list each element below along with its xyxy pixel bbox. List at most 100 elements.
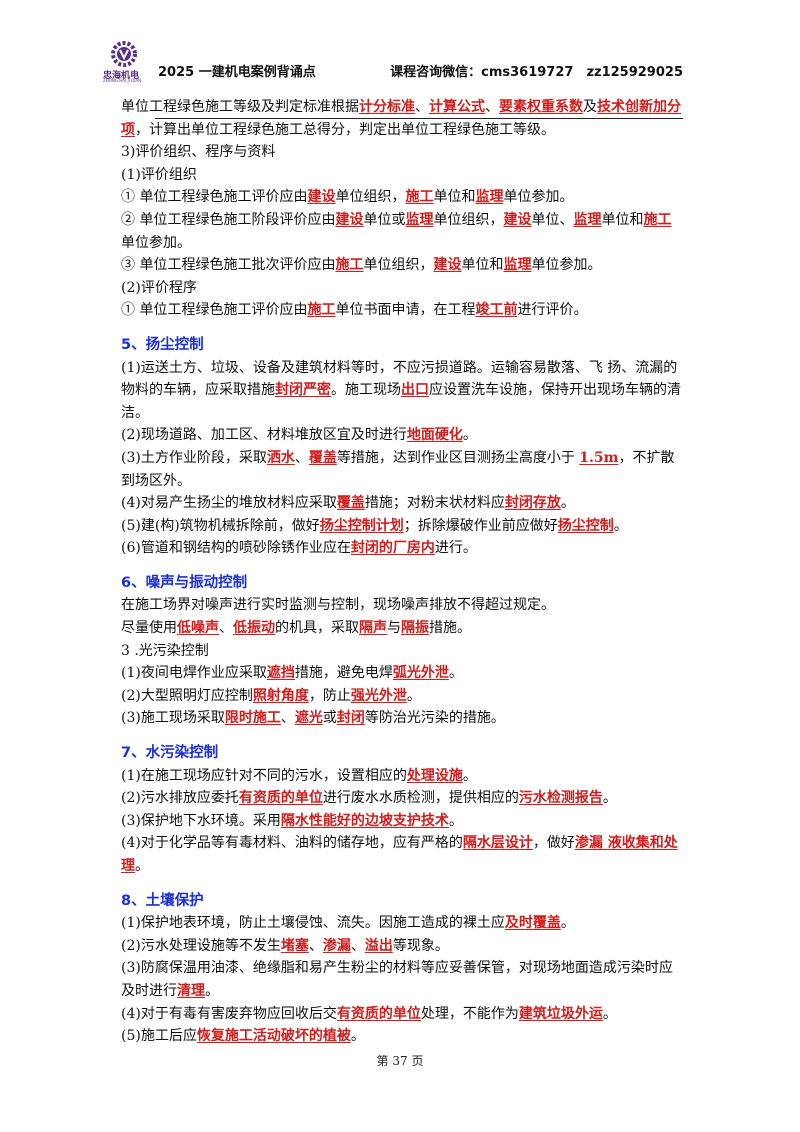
section-heading: 7、水污染控制 [121,742,683,765]
keyword: 覆盖 [308,449,337,466]
text-run: 单位、 [531,211,574,228]
header-divider [155,118,683,119]
logo-subtext: ZHONG HAI JI DIAN [103,78,142,83]
text-run: 单位参加。 [121,234,191,251]
section-heading: 5、扬尘控制 [121,334,683,357]
text-run: 。 [560,915,575,932]
keyword: 监理 [405,211,434,228]
header-contact: 课程咨询微信：cms3619727 zz125929025 [390,65,683,80]
paragraph: 单位工程绿色施工等级及判定标准根据计分标准、计算公式、要素权重系数及技术创新加分… [121,96,683,141]
section-heading: 6、噪声与振动控制 [121,572,683,595]
keyword: 有资质的单位 [336,1005,421,1022]
keyword: 建筑垃圾外运 [518,1005,603,1022]
text-run: 单位和 [601,211,644,228]
text-run: 单位或 [363,211,406,228]
paragraph: 尽量使用低噪声、低振动的机具，采取隔声与隔振措施。 [121,617,683,640]
text-run: (2)现场道路、加工区、材料堆放区宜及时进行 [121,427,407,444]
text-run: 3)评价组织、程序与资料 [121,144,276,161]
keyword: 及时覆盖 [504,915,561,932]
paragraph: (3)保护地下水环境。采用隔水性能好的边坡支护技术。 [121,810,683,833]
text-run: 。施工现场 [331,382,401,399]
keyword: 遮挡 [266,665,295,682]
paragraph: ① 单位工程绿色施工评价应由建设单位组织，施工单位和监理单位参加。 [121,186,683,209]
keyword: 污水检测报告 [518,790,603,807]
text-run: 、 [294,449,309,466]
keyword: 施工 [643,211,672,228]
text-run: (1)夜间电焊作业应采取 [121,665,267,682]
text-run: ，做好 [532,835,575,852]
text-run: ，防止 [308,687,351,704]
text-run: 3 .光污染控制 [121,642,209,659]
text-run: ② 单位工程绿色施工阶段评价应由 [121,211,336,228]
keyword: 建设 [433,257,462,274]
text-run: (6)管道和钢结构的喷砂除锈作业应在 [121,540,351,557]
text-run: 、 [350,937,365,954]
text-run: 。 [135,858,149,874]
text-run: 措施；对粉末状材料应 [364,495,505,512]
text-run: (1)评价组织 [121,166,197,183]
text-run: 单位和 [461,257,504,274]
text-run: 7、水污染控制 [121,745,219,762]
paragraph: (2)污水处理设施等不发生堵塞、渗漏、溢出等现象。 [121,935,683,958]
keyword: 低振动 [233,620,275,637]
keyword: 施工 [335,257,364,274]
text-run: 应设置洗车设施，保持开出现场车辆的清洁。 [121,382,681,421]
keyword: 监理 [573,211,602,228]
paragraph: ① 单位工程绿色施工评价应由施工单位书面申请，在工程竣工前进行评价。 [121,299,683,322]
keyword: 封闭存放 [504,495,561,512]
keyword: 清理 [177,982,205,999]
paragraph: (4)对于化学品等有毒材料、油料的储存地，应有严格的隔水层设计，做好渗漏 液收集… [121,832,683,877]
header-title: 2025 一建机电案例背诵点 [158,65,316,80]
text-run: 措施。 [429,620,471,637]
text-run: (2)污水排放应委托 [121,790,239,807]
paragraph: (1)评价组织 [121,164,683,187]
text-run: 与 [387,620,401,637]
keyword: 计分标准 [359,99,415,115]
paragraph: (3)土方作业阶段，采取洒水、覆盖等措施，达到作业区目测扬尘高度小于 1.5m，… [121,447,683,492]
paragraph: 在施工场界对噪声进行实时监测与控制，现场噪声排放不得超过规定。 [121,594,683,617]
keyword: 地面硬化 [406,427,463,444]
paragraph: (1)运送土方、垃圾、设备及建筑材料等时，不应污损道路。运输容易散落、飞 扬、流… [121,357,683,425]
text-run: ③ 单位工程绿色施工批次评价应由 [121,257,336,274]
text-run: 。 [613,517,628,534]
logo: 忠海机电 ZHONG HAI JI DIAN [103,40,151,83]
text-run: 。 [448,665,463,682]
paragraph: ② 单位工程绿色施工阶段评价应由建设单位或监理单位组织，建设单位、监理单位和施工… [121,209,683,254]
text-run: 、 [219,620,233,637]
text-run: (5)建(构)筑物机械拆除前，做好 [121,517,320,534]
keyword: 限时施工 [224,710,281,727]
text-run: 尽量使用 [121,620,177,637]
paragraph: (2)大型照明灯应控制照射角度，防止强光外泄。 [121,685,683,708]
text-run: 等措施，达到作业区目测扬尘高度小于 [336,449,580,466]
text-run: 。 [602,1005,617,1022]
keyword: 有资质的单位 [238,790,323,807]
keyword: 竣工前 [475,302,518,319]
text-run: 。 [560,495,575,512]
page-number: 第 37 页 [376,1054,424,1068]
text-run: 进行。 [434,540,477,557]
paragraph: (6)管道和钢结构的喷砂除锈作业应在封闭的厂房内进行。 [121,537,683,560]
section-heading: 8、土壤保护 [121,890,683,913]
paragraph: (2)污水排放应委托有资质的单位进行废水水质检测，提供相应的污水检测报告。 [121,787,683,810]
keyword: 弧光外泄 [392,665,449,682]
keyword: 覆盖 [336,495,365,512]
keyword: 强光外泄 [350,687,407,704]
text-run: (5)施工后应 [121,1028,197,1045]
keyword: 施工 [307,302,336,319]
text-run: (4)对易产生扬尘的堆放材料应采取 [121,495,337,512]
text-run: 单位组织， [335,189,406,206]
gear-logo-icon [111,41,137,67]
paragraph: (4)对于有毒有害废弃物应回收后交有资质的单位处理，不能作为建筑垃圾外运。 [121,1003,683,1026]
text-run: 、 [308,937,323,954]
paragraph: (1)夜间电焊作业应采取遮挡措施，避免电焊弧光外泄。 [121,662,683,685]
keyword: 渗漏 液收集和处理 [121,835,678,874]
paragraph: (1)保护地表环境，防止土壤侵蚀、流失。因施工造成的裸土应及时覆盖。 [121,912,683,935]
text-run: 单位参加。 [531,257,602,274]
keyword: 隔水层设计 [462,835,533,852]
text-run: 或 [322,710,337,727]
text-run: (1)保护地表环境，防止土壤侵蚀、流失。因施工造成的裸土应 [121,915,505,932]
text-run: (2)评价程序 [121,279,197,296]
text-run: 单位组织， [433,211,504,228]
keyword: 扬尘控制计划 [319,517,404,534]
keyword: 封闭的厂房内 [350,540,435,557]
